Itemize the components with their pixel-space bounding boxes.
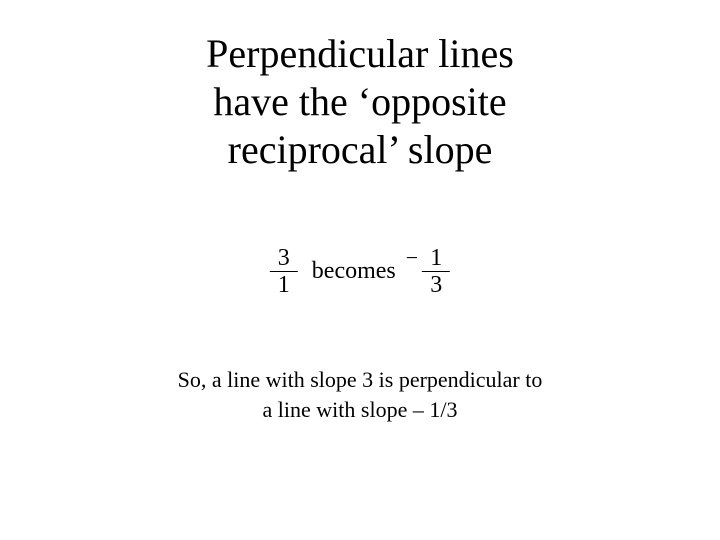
fraction-left-numerator: 3 bbox=[270, 245, 298, 271]
title-line-1: Perpendicular lines bbox=[0, 30, 720, 78]
title-block: Perpendicular lines have the ‘opposite r… bbox=[0, 30, 720, 174]
negative-fraction-wrap: − 1 3 bbox=[406, 245, 454, 299]
title-line-2: have the ‘opposite bbox=[0, 78, 720, 126]
title-line-3: reciprocal’ slope bbox=[0, 126, 720, 174]
caption-line-2: a line with slope – 1/3 bbox=[0, 395, 720, 425]
fraction-right-denominator: 3 bbox=[422, 272, 450, 298]
fraction-left: 3 1 bbox=[270, 245, 298, 299]
equation-block: 3 1 becomes − 1 3 bbox=[266, 245, 454, 299]
fraction-right-numerator: 1 bbox=[422, 245, 450, 271]
minus-icon: − bbox=[406, 247, 418, 269]
caption-block: So, a line with slope 3 is perpendicular… bbox=[0, 365, 720, 424]
caption-line-1: So, a line with slope 3 is perpendicular… bbox=[0, 365, 720, 395]
fraction-right: 1 3 bbox=[422, 245, 450, 299]
fraction-left-denominator: 1 bbox=[270, 272, 298, 298]
connector-text: becomes bbox=[312, 258, 396, 285]
